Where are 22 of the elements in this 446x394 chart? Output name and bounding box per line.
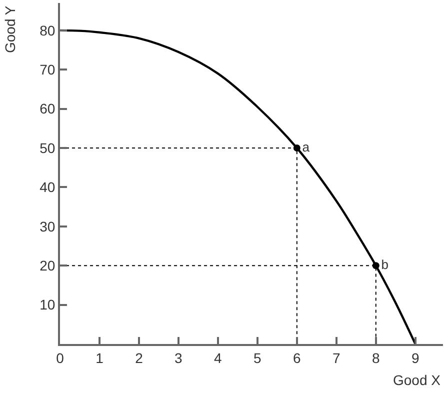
data-label: a bbox=[302, 139, 310, 154]
x-tick-label: 5 bbox=[254, 350, 262, 366]
y-tick-label: 80 bbox=[40, 22, 56, 38]
x-tick-label: 6 bbox=[293, 350, 302, 366]
data-label: b bbox=[381, 256, 388, 272]
y-axis-title: Good Y bbox=[2, 5, 18, 53]
x-tick-label: 9 bbox=[411, 350, 420, 366]
x-axis-title: Good X bbox=[393, 372, 442, 388]
y-tick-label: 60 bbox=[40, 100, 56, 117]
y-tick-label: 50 bbox=[40, 140, 56, 156]
y-tick-label: 20 bbox=[40, 258, 56, 274]
y-tick-label: 10 bbox=[40, 296, 56, 313]
x-tick-label: 8 bbox=[372, 350, 380, 366]
y-tick-label: 40 bbox=[40, 179, 56, 196]
x-tick-label: 7 bbox=[332, 350, 340, 366]
x-tick-label: 1 bbox=[96, 350, 104, 366]
x-tick-label: 0 bbox=[56, 350, 64, 366]
x-tick-label: 2 bbox=[135, 350, 144, 366]
x-tick-label: 3 bbox=[174, 350, 183, 366]
y-tick-label: 70 bbox=[40, 62, 56, 78]
y-tick-label: 30 bbox=[40, 218, 56, 234]
x-tick-label: 4 bbox=[214, 350, 222, 366]
